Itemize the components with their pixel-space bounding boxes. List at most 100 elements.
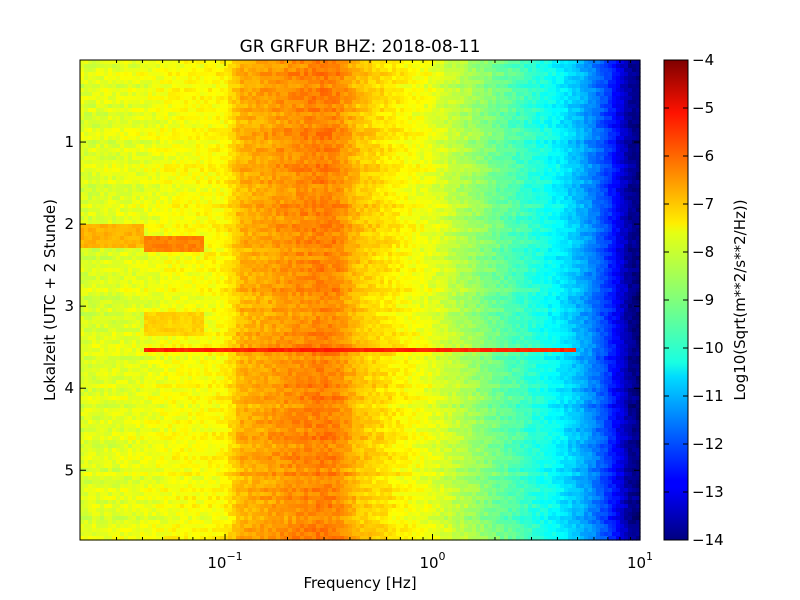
heatmap-cell [448,96,453,101]
heatmap-cell [80,108,85,113]
heatmap-cell [360,124,365,129]
heatmap-cell [356,72,361,77]
heatmap-cell [516,140,521,145]
heatmap-cell [416,88,421,93]
heatmap-cell [580,144,585,149]
heatmap-cell [452,64,457,69]
heatmap-cell [120,88,125,93]
heatmap-cell [360,104,365,109]
heatmap-cell [284,164,289,169]
heatmap-cell [304,84,309,89]
heatmap-cell [124,104,129,109]
heatmap-cell [224,172,229,177]
heatmap-cell [408,120,413,125]
heatmap-cell [200,160,205,165]
heatmap-cell [576,168,581,173]
heatmap-cell [568,76,573,81]
heatmap-cell [384,124,389,129]
heatmap-cell [216,172,221,177]
heatmap-cell [468,68,473,73]
heatmap-cell [292,96,297,101]
heatmap-cell [124,192,129,197]
heatmap-cell [316,188,321,193]
heatmap-cell [464,132,469,137]
heatmap-cell [312,144,317,149]
heatmap-cell [172,132,177,137]
heatmap-cell [148,200,153,205]
heatmap-cell [400,188,405,193]
heatmap-cell [584,180,589,185]
heatmap-cell [108,144,113,149]
heatmap-cell [560,188,565,193]
heatmap-cell [104,176,109,181]
heatmap-cell [564,112,569,117]
heatmap-cell [632,88,637,93]
heatmap-cell [304,172,309,177]
heatmap-cell [600,68,605,73]
heatmap-cell [352,92,357,97]
heatmap-cell [208,164,213,169]
heatmap-cell [384,112,389,117]
heatmap-cell [632,124,637,129]
heatmap-cell [580,172,585,177]
heatmap-cell [544,64,549,69]
heatmap-cell [156,128,161,133]
heatmap-cell [400,192,405,197]
heatmap-cell [416,132,421,137]
heatmap-cell [120,180,125,185]
heatmap-cell [524,184,529,189]
heatmap-cell [584,144,589,149]
heatmap-cell [212,72,217,77]
heatmap-cell [512,136,517,141]
heatmap-cell [536,64,541,69]
heatmap-cell [240,120,245,125]
heatmap-cell [88,88,93,93]
heatmap-cell [280,72,285,77]
heatmap-cell [452,68,457,73]
heatmap-cell [168,120,173,125]
heatmap-cell [196,176,201,181]
heatmap-cell [192,144,197,149]
heatmap-cell [360,140,365,145]
heatmap-cell [604,132,609,137]
heatmap-cell [324,104,329,109]
heatmap-cell [204,172,209,177]
heatmap-cell [564,132,569,137]
heatmap-cell [468,152,473,157]
heatmap-cell [164,128,169,133]
heatmap-cell [480,108,485,113]
heatmap-cell [120,140,125,145]
heatmap-cell [404,176,409,181]
heatmap-cell [632,180,637,185]
heatmap-cell [236,68,241,73]
heatmap-cell [480,60,485,65]
heatmap-cell [436,96,441,101]
heatmap-cell [252,120,257,125]
heatmap-cell [420,88,425,93]
heatmap-cell [156,92,161,97]
heatmap-cell [492,144,497,149]
heatmap-cell [172,184,177,189]
heatmap-cell [440,88,445,93]
heatmap-cell [136,176,141,181]
heatmap-cell [220,92,225,97]
heatmap-cell [544,96,549,101]
heatmap-cell [552,124,557,129]
heatmap-cell [132,80,137,85]
heatmap-cell [180,168,185,173]
heatmap-cell [124,168,129,173]
heatmap-cell [596,68,601,73]
heatmap-cell [84,196,89,201]
heatmap-cell [92,124,97,129]
heatmap-cell [512,164,517,169]
heatmap-cell [288,132,293,137]
heatmap-cell [604,104,609,109]
heatmap-cell [592,68,597,73]
heatmap-cell [416,64,421,69]
heatmap-cell [232,148,237,153]
heatmap-cell [312,200,317,205]
heatmap-cell [440,120,445,125]
heatmap-cell [156,164,161,169]
heatmap-cell [152,128,157,133]
heatmap-cell [304,128,309,133]
